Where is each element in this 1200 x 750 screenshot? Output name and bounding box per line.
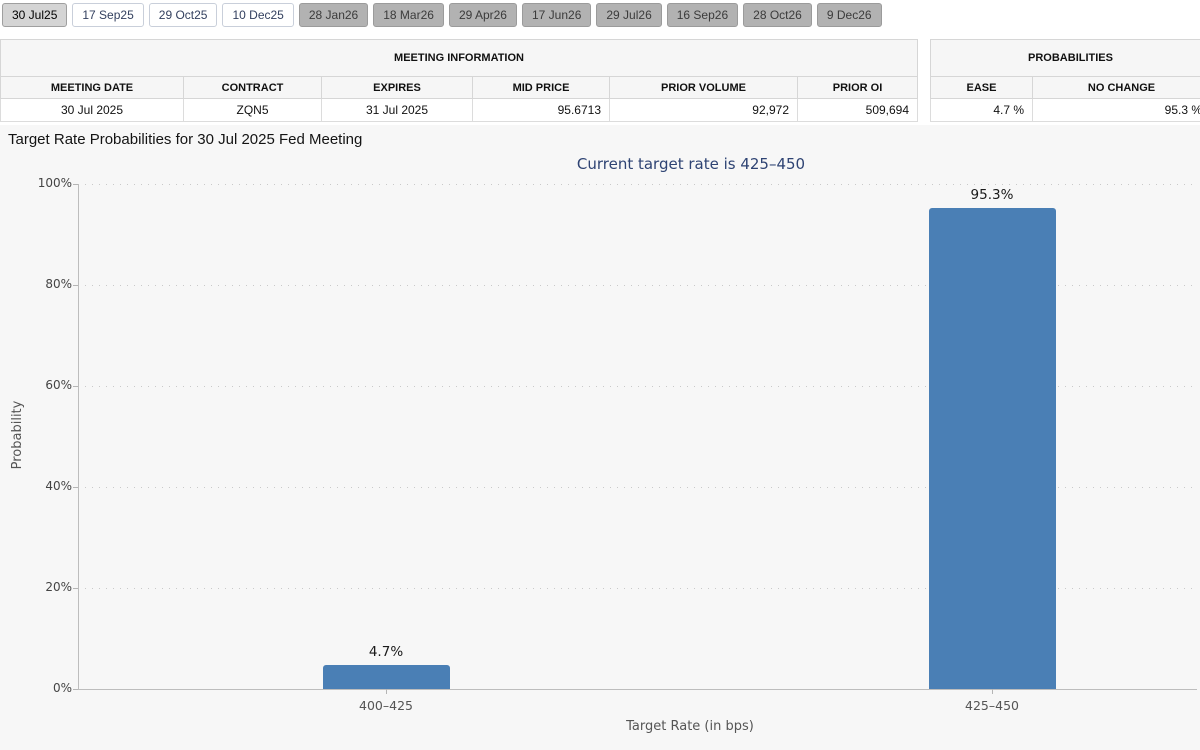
cell-prior-oi: 509,694 [796,98,919,122]
bar-400-425[interactable] [322,665,450,689]
bar-425-450[interactable] [928,208,1056,689]
tab-30-jul25[interactable]: 30 Jul25 [2,3,68,27]
cell-contract: ZQN5 [183,98,322,122]
meeting-information-header: MEETING INFORMATION [0,39,919,77]
tab-17-sep25[interactable]: 17 Sep25 [72,3,144,27]
meeting-date-tabbar: 30 Jul25 17 Sep25 29 Oct25 10 Dec25 28 Jan26… [2,3,882,27]
col-header-prior-oi: PRIOR OI [796,76,919,99]
cell-mid-price: 95.6713 [472,98,610,122]
col-header-mid-price: MID PRICE [472,76,610,99]
y-axis-label: Probability [10,400,25,470]
probabilities-table: PROBABILITIES EASE NO CHANGE 4.7 % 95.3 … [929,39,1200,122]
tab-9-dec26[interactable]: 9 Dec26 [816,3,882,27]
tab-18-mar26[interactable]: 18 Mar26 [373,3,444,27]
probabilities-row: 4.7 % 95.3 % [930,98,1200,122]
col-header-expires: EXPIRES [321,76,473,99]
cell-ease: 4.7 % [930,98,1033,122]
probabilities-header: PROBABILITIES [929,39,1200,77]
chart-title: Target Rate Probabilities for 30 Jul 202… [8,131,363,148]
col-header-meeting-date: MEETING DATE [0,76,184,99]
tab-28-oct26[interactable]: 28 Oct26 [743,3,812,27]
meeting-information-table: MEETING INFORMATION MEETING DATE CONTRAC… [0,39,919,122]
x-axis-label: Target Rate (in bps) [626,719,754,734]
tab-29-jul26[interactable]: 29 Jul26 [596,3,662,27]
tab-29-oct25[interactable]: 29 Oct25 [148,3,218,27]
cell-prior-volume: 92,972 [609,98,798,122]
col-header-prior-volume: PRIOR VOLUME [609,76,798,99]
col-header-contract: CONTRACT [183,76,322,99]
tab-10-dec25[interactable]: 10 Dec25 [222,3,294,27]
col-header-no-change: NO CHANGE [1031,76,1200,99]
cell-no-change: 95.3 % [1031,98,1200,122]
col-header-ease: EASE [930,76,1033,99]
chart-subtitle: Current target rate is 425–450 [576,155,806,173]
meeting-information-row: 30 Jul 2025 ZQN5 31 Jul 2025 95.6713 92,… [0,98,919,122]
tab-17-jun26[interactable]: 17 Jun26 [521,3,592,27]
cell-meeting-date: 30 Jul 2025 [0,98,184,122]
tab-29-apr26[interactable]: 29 Apr26 [448,3,517,27]
tab-28-jan26[interactable]: 28 Jan26 [298,3,369,27]
tab-16-sep26[interactable]: 16 Sep26 [666,3,739,27]
cell-expires: 31 Jul 2025 [321,98,473,122]
